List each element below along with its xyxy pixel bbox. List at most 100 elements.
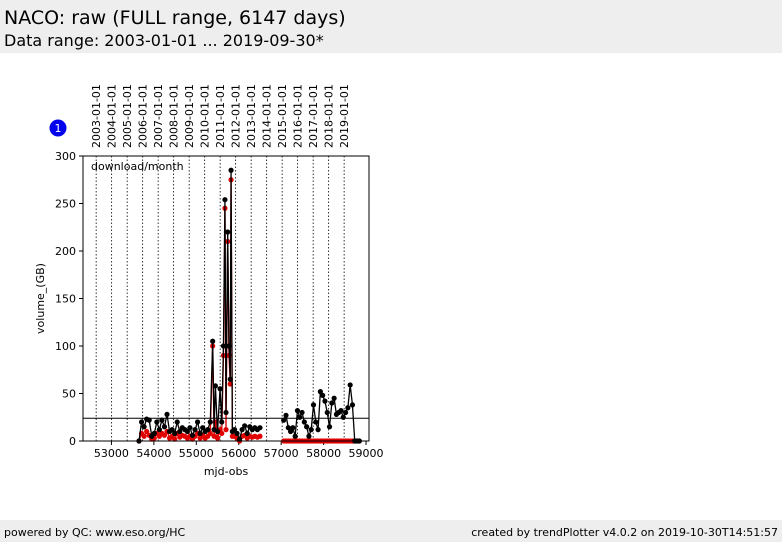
data-point [322,398,328,404]
data-point [151,430,157,436]
data-point [331,395,337,401]
y-tick-label: 0 [69,435,76,448]
y-tick-label: 200 [55,245,76,258]
data-point [310,402,317,408]
annotation: download/month [91,160,184,173]
data-point [146,417,152,423]
data-point [174,419,180,425]
data-point [345,405,351,411]
y-axis-label: volume_(GB) [34,263,47,334]
data-point [234,430,240,436]
data-point [164,411,170,417]
data-point [231,427,238,433]
x-axis-label: mjd-obs [204,465,249,478]
x-tick-label: 53000 [94,447,129,460]
date-tick-label: 2013-01-01 [245,84,258,148]
x-tick-label: 59000 [349,447,384,460]
data-point [313,419,319,425]
data-point [138,419,145,425]
data-point [257,425,263,431]
date-tick-label: 2007-01-01 [152,84,165,148]
data-point [304,424,310,430]
data-point [228,167,234,173]
data-point [161,424,168,430]
data-point [324,409,330,416]
date-tick-label: 2015-01-01 [276,84,289,148]
date-tick-label: 2008-01-01 [168,84,181,148]
y-tick-label: 250 [55,198,76,211]
data-point [187,425,193,431]
data-point [172,436,178,442]
data-point [281,417,287,423]
data-point [308,427,314,433]
data-point [161,432,168,438]
data-point [207,419,213,425]
header-bar [0,0,782,53]
data-point [154,419,160,425]
data-point [349,402,356,408]
data-point [244,430,250,436]
data-point [292,433,298,439]
data-point [141,424,147,430]
data-point [156,427,162,433]
footer-right: created by trendPlotter v4.0.2 on 2019-1… [471,526,778,539]
title: NACO: raw (FULL range, 6147 days) [4,7,346,29]
data-point [200,425,206,431]
data-point [222,197,228,203]
data-point [227,376,233,382]
subtitle: Data range: 2003-01-01 ... 2019-09-30* [4,31,324,50]
data-point [219,419,225,425]
date-tick-label: 2014-01-01 [261,84,274,148]
data-point [220,343,227,349]
date-tick-label: 2016-01-01 [292,84,305,148]
data-point [338,408,344,414]
date-tick-label: 2009-01-01 [183,84,196,148]
y-tick-label: 150 [55,293,76,306]
x-tick-label: 55000 [179,447,214,460]
data-point [177,428,183,435]
data-point [290,425,296,431]
data-point [306,433,312,439]
data-point [340,414,346,420]
date-tick-label: 2005-01-01 [121,84,134,148]
data-point [159,417,165,423]
data-point [242,423,248,429]
data-point [223,427,229,433]
data-point [257,433,263,439]
data-point [217,386,223,392]
data-point [141,433,147,439]
date-tick-label: 2003-01-01 [90,84,103,148]
data-point [189,432,196,438]
date-tick-label: 2017-01-01 [307,84,320,148]
data-point [192,427,198,433]
data-point [223,409,229,416]
data-point [317,389,323,395]
data-point [210,338,216,344]
data-point [326,424,333,430]
x-tick-label: 57000 [264,447,299,460]
data-point [320,392,326,398]
badge[interactable] [49,119,67,137]
badge-label[interactable]: 1 [55,122,62,135]
date-tick-label: 2018-01-01 [323,84,336,148]
data-point [169,427,175,433]
date-tick-label: 2010-01-01 [199,84,212,148]
data-point [239,427,245,433]
date-tick-label: 2004-01-01 [106,84,119,148]
data-point [283,412,289,418]
data-point [315,427,321,433]
data-point [347,382,353,388]
data-point [144,428,150,435]
data-point [236,436,243,442]
footer-left: powered by QC: www.eso.org/HC [4,526,186,539]
data-point [226,343,232,349]
data-point [225,229,231,235]
data-point [212,383,218,389]
data-point [207,430,213,436]
plot: 2003-01-01 2004-01-01 2005-01-01 2006-01-01… [34,84,384,478]
y-tick-label: 50 [62,388,76,401]
date-tick-label: 2012-01-01 [230,84,243,148]
date-tick-label: 2019-01-01 [338,84,351,148]
data-point [294,408,301,414]
